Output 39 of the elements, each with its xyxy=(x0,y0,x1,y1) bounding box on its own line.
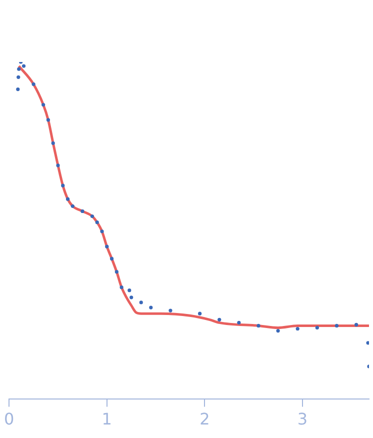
point xyxy=(61,184,65,188)
point xyxy=(46,118,50,122)
x-tick-label: 0 xyxy=(4,410,14,429)
point xyxy=(100,230,104,234)
point xyxy=(51,141,55,145)
point xyxy=(130,296,134,300)
point xyxy=(16,87,20,92)
point xyxy=(114,270,118,274)
point xyxy=(198,312,202,316)
point xyxy=(149,306,153,310)
point xyxy=(366,341,369,345)
point xyxy=(17,67,21,71)
point xyxy=(80,209,84,214)
point xyxy=(296,326,300,331)
point xyxy=(334,324,339,328)
point xyxy=(139,300,143,304)
point xyxy=(218,318,222,322)
point xyxy=(237,320,241,324)
x-tick-label: 1 xyxy=(102,410,112,429)
point xyxy=(90,214,94,218)
point xyxy=(22,64,26,68)
point xyxy=(354,322,358,327)
x-tick-label: 3 xyxy=(297,410,308,429)
point xyxy=(315,326,319,330)
point xyxy=(66,197,70,201)
point xyxy=(95,220,99,224)
x-tick-label: 2 xyxy=(200,410,210,429)
point xyxy=(128,288,132,292)
point xyxy=(42,102,46,107)
point xyxy=(32,82,36,86)
point xyxy=(276,328,280,333)
point xyxy=(120,286,124,290)
point xyxy=(256,324,260,328)
point xyxy=(70,204,74,208)
point xyxy=(110,256,114,260)
point xyxy=(56,164,60,168)
point xyxy=(168,308,172,312)
point xyxy=(105,244,109,248)
point xyxy=(16,75,20,79)
